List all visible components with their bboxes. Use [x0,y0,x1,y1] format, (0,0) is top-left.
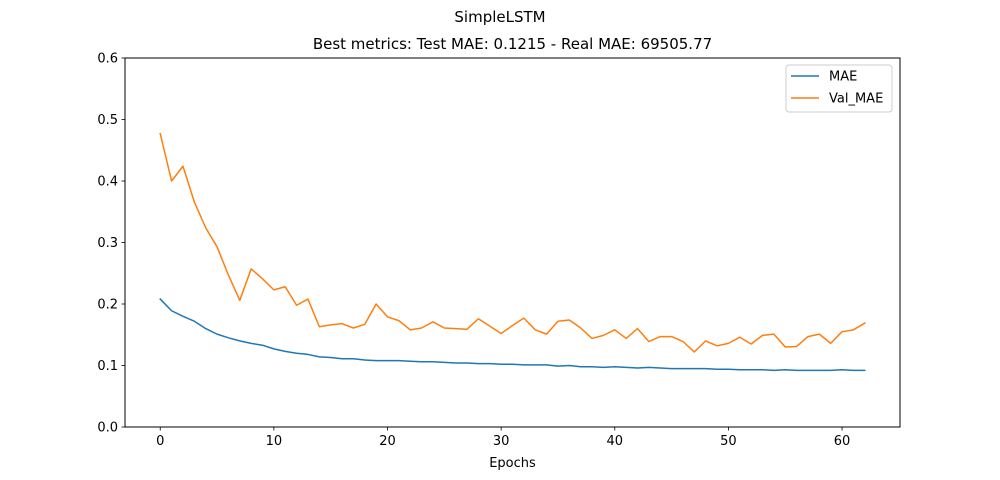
x-tick-label: 50 [720,434,737,449]
plot-frame [124,57,901,428]
x-tick-label: 0 [156,434,164,449]
legend-label: Val_MAE [829,92,883,107]
chart-suptitle: SimpleLSTM [454,8,545,26]
y-tick-label: 0.5 [97,113,118,128]
y-tick-label: 0.3 [97,236,118,251]
x-axis-label: Epochs [489,456,536,471]
x-tick-label: 20 [379,434,396,449]
y-tick-label: 0.2 [97,298,118,313]
chart-title: Best metrics: Test MAE: 0.1215 - Real MA… [313,35,712,53]
y-axis-ticks: 0.0 0.1 0.2 0.3 0.4 0.5 0.6 [97,52,125,436]
y-tick-label: 0.6 [97,52,118,67]
series-line-val-mae [159,132,866,353]
x-axis-ticks: 0 10 20 30 40 50 60 [156,427,850,449]
x-tick-label: 60 [834,434,851,449]
series-line-mae [159,298,866,372]
y-tick-label: 0.1 [97,359,118,374]
y-tick-label: 0.4 [97,175,118,190]
plot-lines [159,132,866,372]
legend-label: MAE [829,70,857,85]
x-tick-label: 10 [266,434,283,449]
x-tick-label: 30 [493,434,510,449]
legend: MAE Val_MAE [785,64,893,113]
y-tick-label: 0.0 [97,421,118,436]
x-tick-label: 40 [606,434,623,449]
